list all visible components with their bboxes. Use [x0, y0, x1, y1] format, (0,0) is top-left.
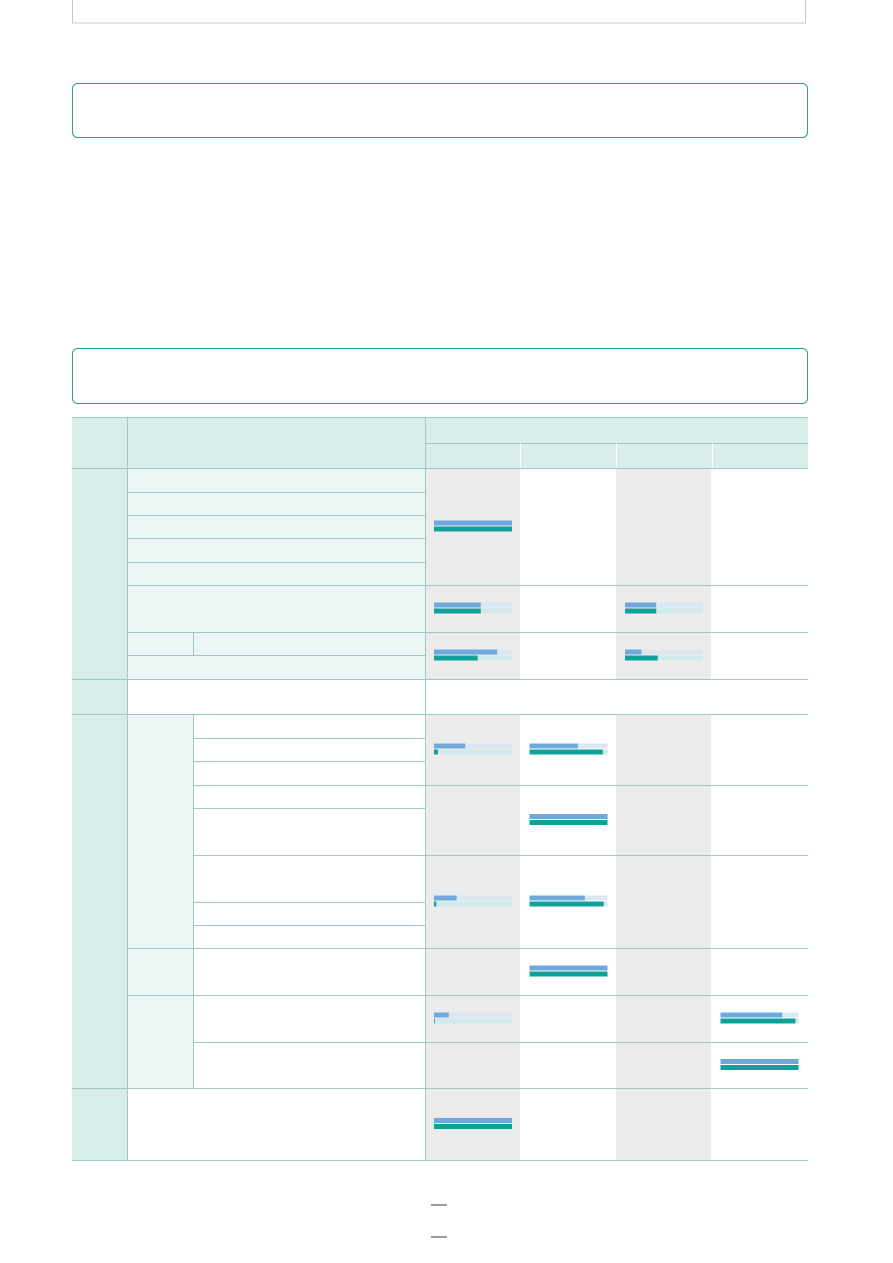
bar	[434, 655, 478, 661]
bar	[434, 749, 438, 755]
bar	[720, 1012, 783, 1018]
section-box	[72, 348, 808, 404]
bar	[529, 820, 608, 825]
bar	[529, 814, 608, 819]
bar	[434, 520, 512, 526]
bar	[434, 901, 437, 907]
bar-track	[434, 901, 512, 907]
bar-track	[625, 649, 703, 655]
bar	[720, 1018, 796, 1024]
bar-track	[625, 608, 703, 614]
bar	[625, 608, 657, 614]
bar	[529, 743, 578, 749]
bar	[434, 649, 498, 655]
bar	[434, 526, 512, 532]
bar	[529, 895, 585, 901]
bar	[434, 743, 466, 749]
bar-track	[625, 602, 703, 608]
data-column-bg	[425, 714, 520, 1160]
table	[72, 417, 808, 1161]
bar	[529, 901, 604, 907]
bar-track	[434, 895, 512, 901]
bar-track	[434, 1018, 512, 1024]
bar	[434, 602, 481, 608]
bar	[434, 1118, 512, 1123]
bar	[625, 602, 657, 608]
row-label-bg	[127, 468, 425, 679]
section-box	[72, 83, 808, 138]
bar	[434, 1018, 435, 1024]
bar	[625, 649, 642, 655]
bar-track	[434, 1012, 512, 1018]
bar	[720, 1059, 799, 1064]
data-column-bg	[616, 468, 711, 679]
bar	[529, 965, 608, 971]
top-box	[72, 0, 806, 24]
data-column-bg	[616, 714, 711, 1160]
header-cell	[72, 417, 808, 468]
data-column-bg	[425, 468, 520, 679]
bar	[434, 1124, 512, 1129]
row-label-bg	[127, 714, 193, 1088]
bar	[720, 1065, 799, 1070]
bar	[434, 608, 481, 614]
bar-track	[625, 655, 703, 661]
bar-track	[434, 749, 512, 755]
row-header	[72, 468, 127, 1160]
bar	[434, 895, 457, 901]
bar	[529, 971, 608, 977]
bar	[625, 655, 658, 661]
bar	[434, 1012, 449, 1018]
bar	[529, 749, 603, 755]
bar-track	[434, 743, 512, 749]
